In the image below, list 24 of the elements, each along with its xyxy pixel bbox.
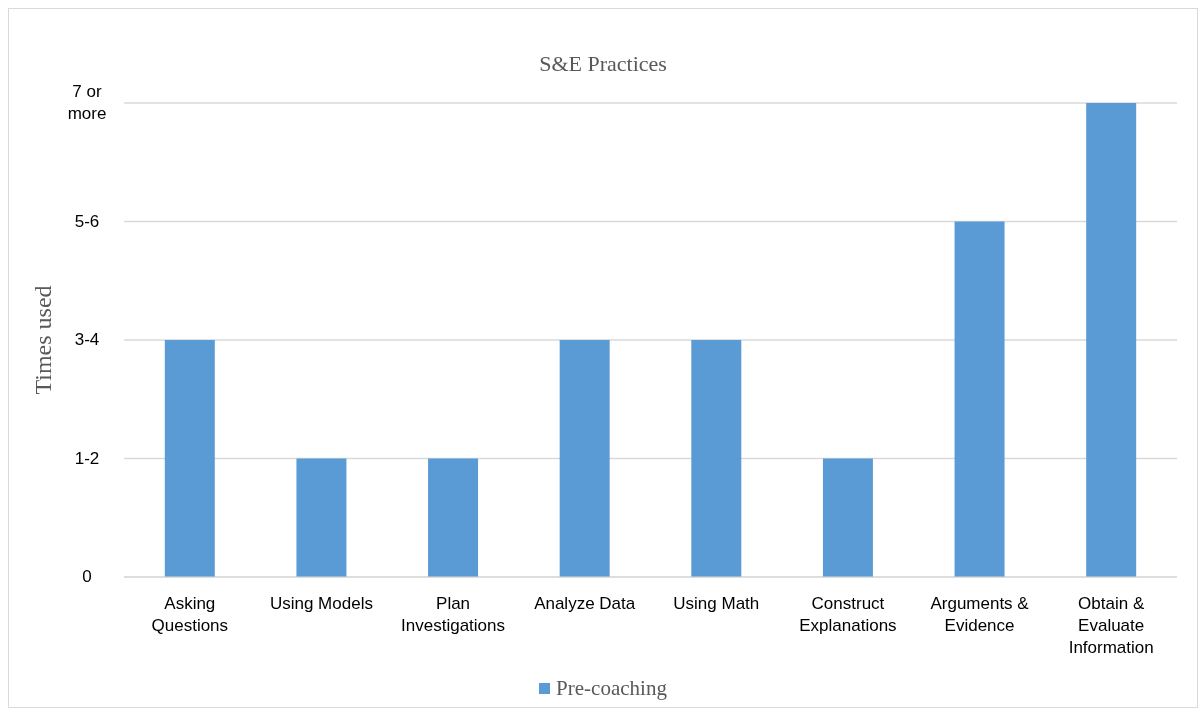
bar (954, 221, 1005, 577)
text: 0 (81, 566, 93, 588)
bar (428, 458, 479, 577)
x-tick-label: Construct Explanations (799, 594, 897, 635)
bar (691, 340, 742, 577)
text: 7 or more (66, 81, 108, 125)
x-tick-label: Obtain & Evaluate Information (1068, 594, 1154, 657)
chart-title: S&E Practices (538, 51, 668, 77)
x-tick-label: Arguments & Evidence (930, 594, 1030, 635)
x-tick-label: Analyze Data (534, 594, 636, 613)
text: 5-6 (73, 210, 101, 233)
text: 1-2 (73, 447, 101, 470)
bar (296, 458, 347, 577)
x-tick-label: Plan Investigations (401, 594, 506, 635)
x-tick-label: Asking Questions (151, 594, 229, 635)
bar (559, 340, 610, 577)
y-axis-title: Times used (29, 285, 57, 395)
text: 3-4 (73, 329, 101, 351)
x-tick-label: Using Models (269, 594, 373, 613)
bar (822, 458, 873, 577)
bar (1086, 103, 1137, 577)
legend-label: Pre-coaching (556, 676, 667, 701)
x-tick-label: Using Math (673, 594, 760, 613)
bar (164, 340, 215, 577)
